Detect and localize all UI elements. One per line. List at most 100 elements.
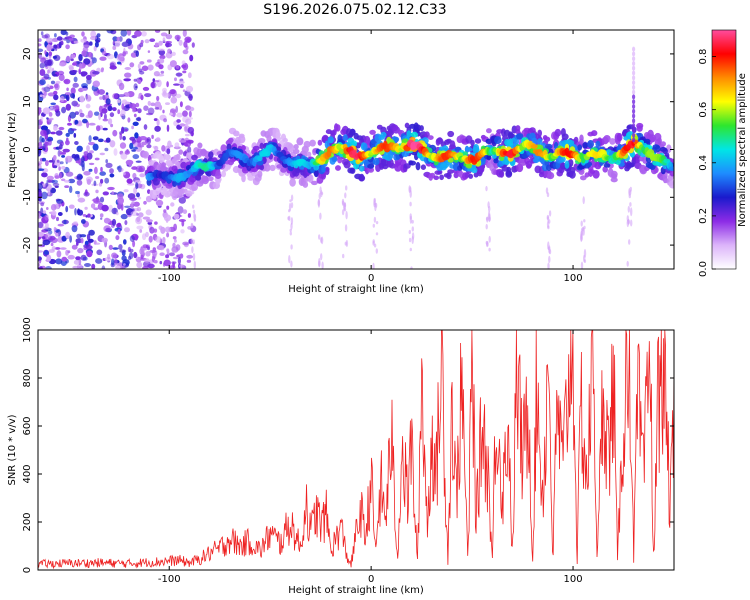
- noise-blob: [73, 76, 78, 83]
- noise-blob: [112, 129, 118, 137]
- noise-blob: [142, 265, 149, 269]
- ridge-blob: [197, 142, 203, 149]
- ridge-blob: [513, 138, 520, 145]
- ridge-blob: [280, 167, 287, 173]
- noise-blob: [61, 106, 67, 114]
- noise-blob: [97, 89, 105, 95]
- noise-blob: [165, 254, 170, 259]
- ridge-blob: [587, 140, 594, 149]
- noise-blob: [172, 256, 179, 260]
- spike-blob: [632, 84, 636, 90]
- noise-blob: [124, 72, 132, 78]
- noise-blob: [112, 93, 119, 100]
- noise-blob: [59, 62, 66, 67]
- noise-blob: [123, 239, 127, 245]
- colorbar-tick-label: 0.2: [698, 208, 709, 224]
- noise-blob: [172, 236, 177, 240]
- noise-blob: [42, 239, 51, 246]
- noise-blob: [175, 65, 180, 69]
- noise-blob: [186, 254, 194, 259]
- noise-blob: [69, 235, 72, 243]
- noise-blob: [136, 207, 142, 212]
- noise-blob: [170, 144, 174, 148]
- noise-blob: [136, 192, 140, 198]
- noise-blob: [191, 42, 195, 48]
- noise-blob: [134, 132, 139, 139]
- ridge-blob: [233, 130, 240, 137]
- noise-blob: [121, 265, 125, 269]
- noise-blob: [162, 92, 170, 98]
- noise-blob: [119, 249, 127, 253]
- ridge-blob: [351, 140, 358, 147]
- noise-blob: [91, 263, 96, 269]
- noise-blob: [118, 36, 123, 42]
- noise-blob: [74, 111, 79, 115]
- noise-blob: [153, 80, 160, 83]
- colorbar-tick-label: 0.6: [698, 102, 709, 118]
- noise-blob: [65, 231, 70, 239]
- noise-blob: [50, 242, 54, 247]
- noise-blob: [51, 210, 57, 216]
- noise-streak: [548, 255, 551, 263]
- noise-blob: [154, 30, 161, 33]
- ridge-blob: [185, 190, 193, 197]
- noise-blob: [169, 112, 173, 116]
- noise-blob: [38, 168, 45, 171]
- noise-blob: [170, 108, 176, 114]
- noise-blob: [88, 135, 92, 143]
- spectrogram-ylabel: Frequency (Hz): [7, 112, 18, 188]
- noise-blob: [155, 199, 164, 207]
- noise-blob: [172, 242, 176, 248]
- ridge-blob: [257, 170, 263, 178]
- noise-blob: [47, 119, 53, 123]
- noise-blob: [127, 117, 131, 123]
- ridge-blob: [252, 145, 260, 151]
- spike-blob: [632, 99, 636, 105]
- noise-blob: [124, 150, 130, 155]
- noise-streak: [320, 253, 323, 261]
- ridge-blob: [259, 164, 265, 171]
- noise-blob: [68, 178, 76, 184]
- noise-blob: [58, 166, 61, 171]
- noise-blob: [50, 80, 56, 85]
- noise-blob: [122, 136, 126, 141]
- noise-blob: [71, 100, 78, 107]
- noise-blob: [59, 143, 63, 150]
- noise-blob: [122, 171, 126, 176]
- noise-blob: [46, 44, 52, 52]
- noise-blob: [92, 143, 99, 151]
- noise-blob: [121, 126, 125, 134]
- noise-blob: [169, 60, 177, 68]
- ridge-blob: [561, 133, 569, 140]
- noise-streak: [342, 253, 345, 259]
- noise-streak: [485, 217, 489, 221]
- noise-blob: [86, 145, 90, 152]
- noise-blob: [54, 83, 59, 89]
- ridge-blob: [296, 137, 304, 146]
- ridge-blob: [349, 128, 356, 136]
- noise-blob: [143, 124, 148, 130]
- noise-blob: [50, 204, 57, 211]
- ridge-blob: [580, 175, 587, 181]
- noise-blob: [71, 153, 77, 159]
- noise-blob: [120, 109, 126, 117]
- y-tick-label: 20: [22, 48, 33, 61]
- noise-blob: [45, 182, 49, 187]
- noise-blob: [56, 250, 62, 258]
- noise-blob: [145, 251, 151, 257]
- noise-blob: [117, 165, 122, 173]
- noise-blob: [154, 221, 158, 225]
- noise-blob: [92, 136, 99, 141]
- ridge-blob: [427, 135, 434, 141]
- noise-blob: [94, 157, 100, 161]
- noise-blob: [59, 172, 62, 179]
- noise-blob: [179, 253, 184, 259]
- noise-blob: [40, 129, 47, 137]
- noise-streak: [344, 224, 348, 232]
- y-tick-label: 0: [22, 567, 33, 573]
- noise-blob: [139, 136, 147, 141]
- noise-blob: [91, 57, 97, 64]
- noise-blob: [57, 223, 65, 227]
- ridge-blob: [257, 155, 263, 162]
- noise-blob: [40, 115, 44, 122]
